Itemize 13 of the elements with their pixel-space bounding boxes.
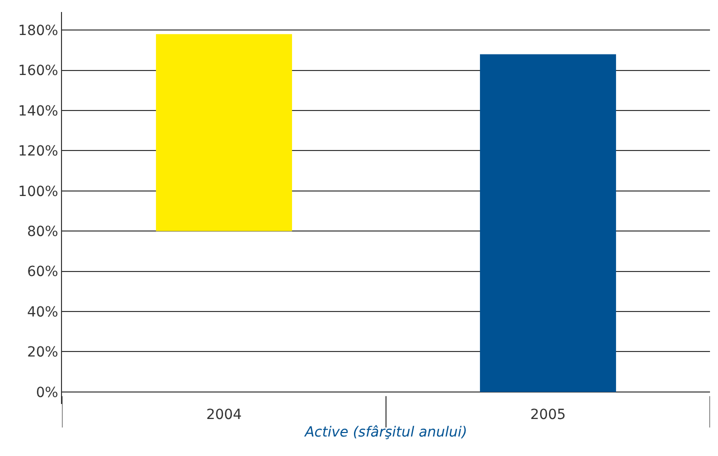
y-tick-label: 160% bbox=[18, 63, 58, 80]
y-tick-label: 120% bbox=[18, 144, 58, 160]
y-tick-label: 0% bbox=[36, 384, 58, 401]
y-tick-label: 60% bbox=[27, 264, 58, 280]
y-tick-label: 80% bbox=[27, 224, 58, 240]
y-tick-label: 40% bbox=[27, 304, 58, 320]
x-tick-label: 2004 bbox=[206, 407, 242, 423]
x-tick-label: 2005 bbox=[530, 407, 566, 423]
y-tick-label: 140% bbox=[18, 103, 58, 120]
x-axis-title: Active (sfârşitul anului) bbox=[304, 424, 468, 440]
y-tick-label: 20% bbox=[27, 344, 58, 361]
y-tick-label: 180% bbox=[18, 22, 58, 39]
y-tick-label: 100% bbox=[18, 184, 58, 200]
